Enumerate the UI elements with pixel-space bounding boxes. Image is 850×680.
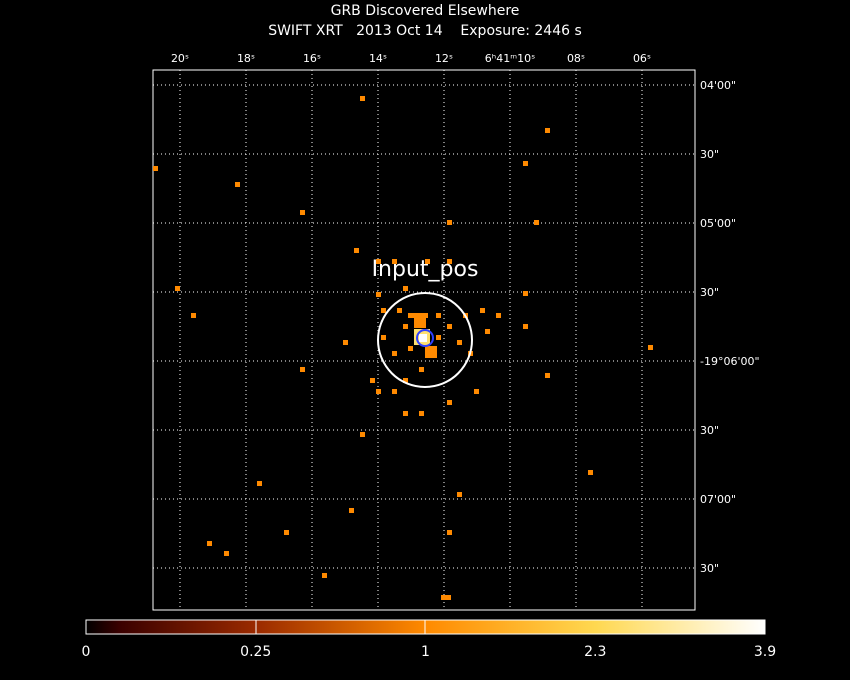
- dec-tick-label: 07'00": [700, 493, 736, 506]
- ra-tick-label: 12ˢ: [435, 52, 453, 65]
- position-circle: [416, 329, 434, 347]
- ra-tick-label: 08ˢ: [567, 52, 585, 65]
- title: GRB Discovered Elsewhere: [331, 3, 520, 19]
- frame: [152, 69, 696, 611]
- colorbar-tick-label: 3.9: [754, 644, 776, 660]
- subtitle: SWIFT XRT 2013 Oct 14 Exposure: 2446 s: [268, 23, 582, 39]
- dec-tick-label: 04'00": [700, 79, 736, 92]
- colorbar-tick-label: 1: [421, 644, 430, 660]
- dec-tick-label: 05'00": [700, 217, 736, 230]
- ra-tick-label: 16ˢ: [303, 52, 321, 65]
- dec-ticks: 04'00" 30" 05'00" 30" -19°06'00" 30" 07'00" 30": [700, 79, 760, 575]
- photon-pixels: [153, 96, 653, 600]
- ra-tick-label: 20ˢ: [171, 52, 189, 65]
- source-peak: [419, 334, 427, 342]
- colorbar-tick-label: 2.3: [584, 644, 606, 660]
- dec-tick-label: 30": [700, 424, 719, 437]
- ra-tick-label: 6ʰ41ᵐ10ˢ: [485, 52, 535, 65]
- colorbar-tick-label: 0.25: [240, 644, 271, 660]
- ra-ticks: 20ˢ 18ˢ 16ˢ 14ˢ 12ˢ 6ʰ41ᵐ10ˢ 08ˢ 06ˢ: [171, 52, 651, 65]
- colorbar-tick-label: 0: [82, 644, 91, 660]
- dec-tick-label: 30": [700, 148, 719, 161]
- source-label: Input_pos: [372, 257, 479, 282]
- ra-tick-label: 06ˢ: [633, 52, 651, 65]
- colorbar-ticks: 0 0.25 1 2.3 3.9: [82, 644, 777, 660]
- dec-tick-label: 30": [700, 562, 719, 575]
- source-region: [377, 292, 473, 388]
- dec-tick-label: 30": [700, 286, 719, 299]
- dec-tick-label: -19°06'00": [700, 355, 760, 368]
- ra-tick-label: 14ˢ: [369, 52, 387, 65]
- ra-tick-label: 18ˢ: [237, 52, 255, 65]
